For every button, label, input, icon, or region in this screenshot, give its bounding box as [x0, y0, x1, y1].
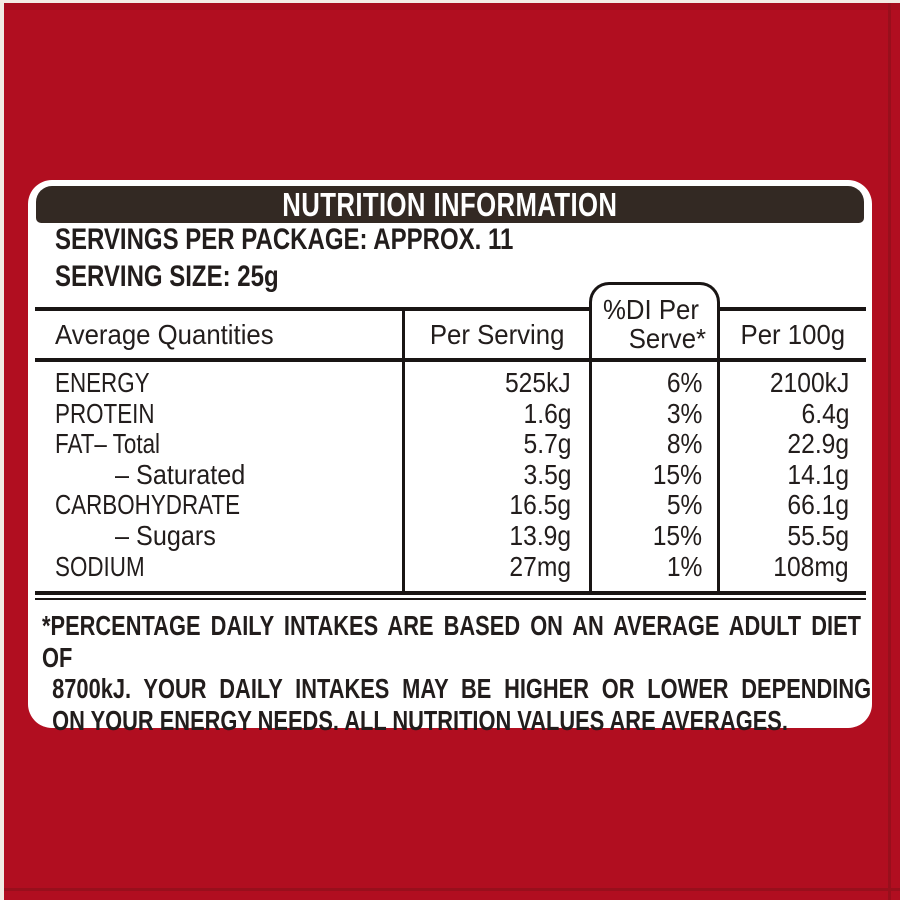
per-100g-value: 108mg: [773, 550, 849, 582]
nutrient-name: FAT– Total: [55, 428, 160, 460]
nutrient-name: – Saturated: [115, 458, 246, 490]
servings-per-package-line: SERVINGS PER PACKAGE: APPROX. 11: [55, 223, 514, 256]
photo-edge-highlight: [0, 0, 900, 3]
table-header-bottom-rule: [35, 358, 866, 362]
di-per-serve-value: 6%: [666, 367, 702, 398]
nutrient-name: CARBOHYDRATE: [55, 489, 241, 521]
per-100g-value: 55.5g: [787, 519, 849, 551]
daily-intake-footnote: *PERCENTAGE DAILY INTAKES ARE BASED ON A…: [42, 610, 871, 736]
per-serving-value: 13.9g: [509, 519, 571, 551]
nutrition-table-body: ENERGY 525kJ 6% 2100kJ PROTEIN 1.6g 3% 6…: [35, 362, 866, 582]
column-header-per-serving: Per Serving: [429, 319, 565, 350]
table-bottom-double-rule: [35, 591, 866, 600]
table-top-rule-right: [718, 307, 866, 311]
nutrition-information-header: NUTRITION INFORMATION: [36, 186, 864, 223]
per-serving-value: 525kJ: [505, 367, 571, 398]
per-100g-value: 2100kJ: [769, 367, 849, 398]
per-100g-value: 66.1g: [787, 489, 849, 521]
table-row-sugars: – Sugars 13.9g 15% 55.5g: [35, 519, 866, 552]
table-row-fat-saturated: – Saturated 3.5g 15% 14.1g: [35, 458, 866, 491]
photo-edge-shade: [888, 0, 891, 900]
table-column-divider: [402, 307, 405, 591]
per-serving-value: 1.6g: [523, 397, 571, 429]
di-per-serve-value: 1%: [666, 550, 702, 582]
di-per-serve-value: 5%: [666, 489, 702, 521]
di-per-serve-value: 3%: [666, 397, 702, 429]
column-header-average-quantities: Average Quantities: [55, 319, 274, 350]
per-serving-value: 5.7g: [523, 428, 571, 460]
per-100g-value: 14.1g: [787, 458, 849, 490]
serving-size-line: SERVING SIZE: 25g: [55, 260, 279, 293]
per-serving-value: 16.5g: [509, 489, 571, 521]
footnote-line: 8700kJ. YOUR DAILY INTAKES MAY BE HIGHER…: [52, 673, 872, 704]
di-per-serve-column-box: %DI Per Serve*: [589, 282, 720, 591]
per-100g-value: 6.4g: [801, 397, 849, 429]
nutrition-label-panel: NUTRITION INFORMATION SERVINGS PER PACKA…: [28, 180, 872, 736]
table-row-protein: PROTEIN 1.6g 3% 6.4g: [35, 397, 866, 430]
table-top-rule-left: [35, 307, 589, 311]
column-header-per-100g: Per 100g: [740, 319, 846, 350]
footnote-line: *PERCENTAGE DAILY INTAKES ARE BASED ON A…: [42, 610, 861, 673]
table-row-carbohydrate: CARBOHYDRATE 16.5g 5% 66.1g: [35, 490, 866, 521]
table-row-fat-total: FAT– Total 5.7g 8% 22.9g: [35, 429, 866, 460]
nutrient-name: ENERGY: [55, 367, 150, 398]
table-row-sodium: SODIUM 27mg 1% 108mg: [35, 550, 866, 583]
di-column-header-line2: Serve*: [628, 323, 706, 354]
di-column-header-line1: %DI Per: [603, 294, 699, 325]
nutrient-name: – Sugars: [115, 519, 216, 551]
photo-edge-shade: [4, 3, 900, 10]
di-per-serve-value: 15%: [652, 458, 702, 490]
footnote-line: ON YOUR ENERGY NEEDS. ALL NUTRITION VALU…: [52, 704, 788, 736]
di-per-serve-value: 8%: [666, 428, 702, 460]
di-per-serve-value: 15%: [652, 519, 702, 551]
nutrient-name: SODIUM: [55, 550, 145, 582]
per-serving-value: 27mg: [509, 550, 571, 582]
photo-edge-shade: [0, 888, 900, 891]
per-100g-value: 22.9g: [787, 428, 849, 460]
per-serving-value: 3.5g: [523, 458, 571, 490]
photo-edge-highlight: [0, 0, 4, 900]
nutrition-information-title: NUTRITION INFORMATION: [282, 186, 618, 223]
nutrient-name: PROTEIN: [55, 397, 155, 429]
table-row-energy: ENERGY 525kJ 6% 2100kJ: [35, 367, 866, 399]
